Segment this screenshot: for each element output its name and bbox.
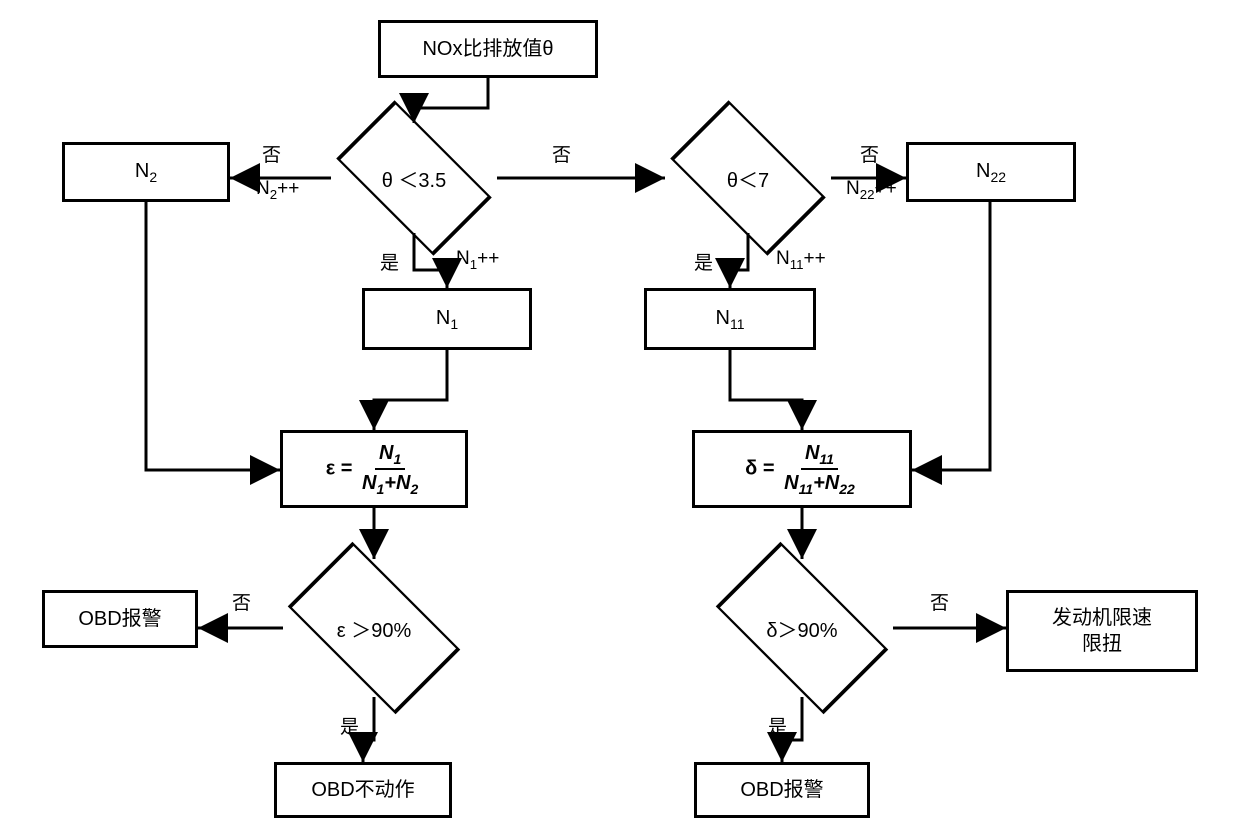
d2-label: θ＜7 [727, 164, 769, 193]
node-eps-formula: ε = N1 N1+N2 [280, 430, 468, 508]
decision-del-90: δ＞90% [741, 567, 863, 689]
n2-label: N2 [135, 158, 157, 186]
lbl-d1-no-left: 否 [262, 140, 281, 167]
n11-label: N11 [716, 305, 745, 333]
node-n22: N22 [906, 142, 1076, 202]
decision-theta-7: θ＜7 [693, 123, 803, 233]
lbl-d4-no: 否 [930, 588, 949, 615]
lbl-d1-yes-inc: N1++ [456, 248, 499, 272]
obd-right-label: OBD报警 [740, 777, 823, 803]
node-obd-alarm-left: OBD报警 [42, 590, 198, 648]
d1-label: θ ＜3.5 [382, 164, 446, 193]
node-obd-alarm-right: OBD报警 [694, 762, 870, 818]
flowchart-arrows [0, 0, 1239, 840]
node-engine-limit: 发动机限速限扭 [1006, 590, 1198, 672]
node-n1: N1 [362, 288, 532, 350]
lbl-d2-yes-inc: N11++ [776, 248, 826, 272]
lbl-d2-yes: 是 [694, 248, 713, 275]
n1-label: N1 [436, 305, 458, 333]
lbl-d1-no-right: 否 [552, 140, 571, 167]
eps-formula: ε = N1 N1+N2 [326, 440, 422, 498]
node-del-formula: δ = N11 N11+N22 [692, 430, 912, 508]
lbl-d2-no: 否 [860, 140, 879, 167]
node-n2: N2 [62, 142, 230, 202]
d3-label: ε ＞90% [337, 614, 412, 643]
node-start: NOx比排放值θ [378, 20, 598, 78]
obd-left-label: OBD报警 [78, 606, 161, 632]
lbl-d3-no: 否 [232, 588, 251, 615]
del-formula: δ = N11 N11+N22 [745, 440, 859, 498]
limit-label: 发动机限速限扭 [1052, 605, 1152, 657]
decision-eps-90: ε ＞90% [313, 567, 435, 689]
lbl-d4-yes: 是 [768, 712, 787, 739]
lbl-d2-no-inc: N22++ [846, 178, 897, 202]
d4-label: δ＞90% [766, 614, 837, 643]
obd-no-label: OBD不动作 [311, 777, 414, 803]
node-n11: N11 [644, 288, 816, 350]
decision-theta-3_5: θ ＜3.5 [359, 123, 469, 233]
lbl-d1-yes: 是 [380, 248, 399, 275]
start-label: NOx比排放值θ [422, 36, 553, 62]
node-obd-noaction: OBD不动作 [274, 762, 452, 818]
lbl-d3-yes: 是 [340, 712, 359, 739]
n22-label: N22 [976, 158, 1006, 186]
lbl-d1-no-left-inc: N2++ [256, 178, 299, 202]
